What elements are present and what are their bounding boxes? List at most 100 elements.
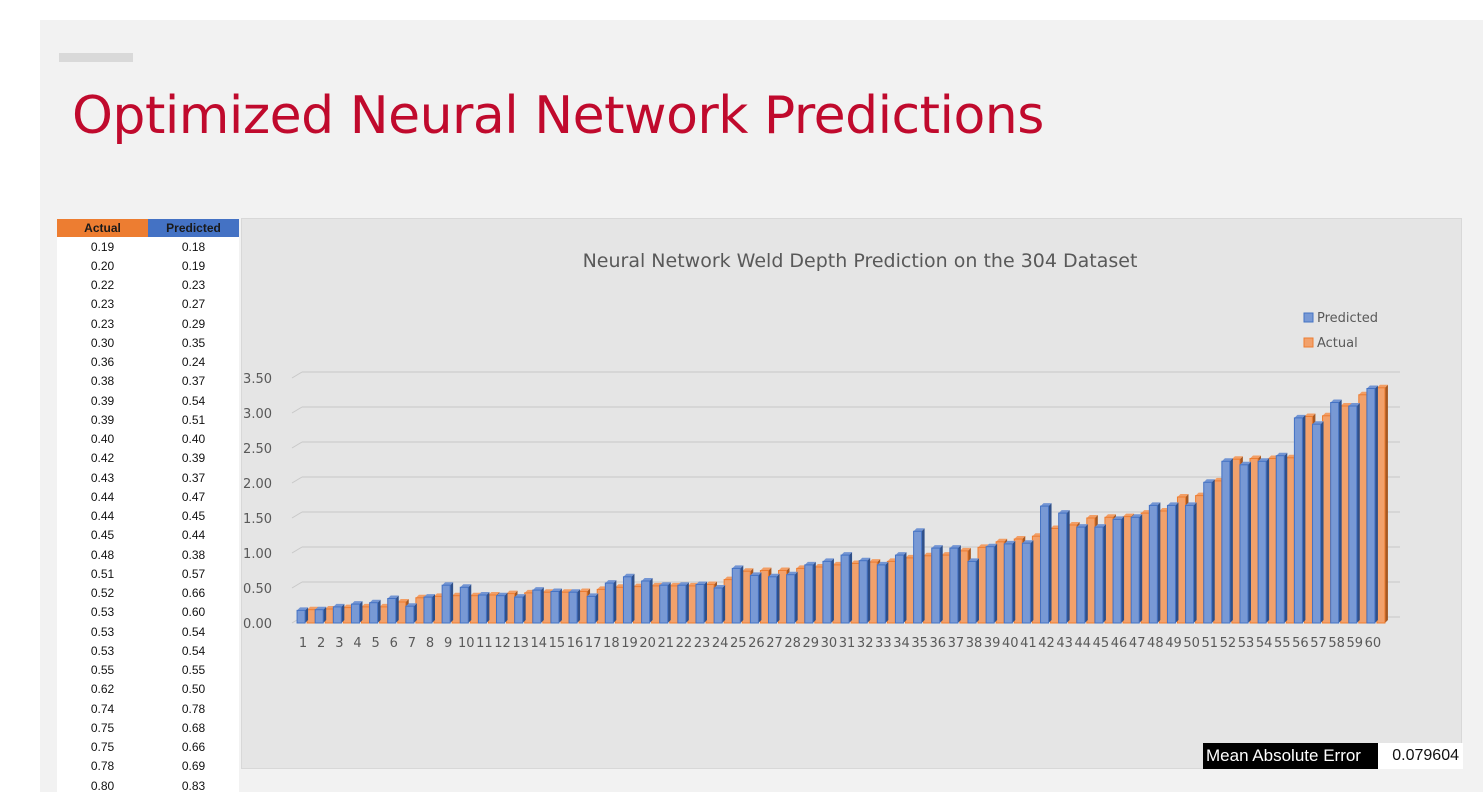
bar-actual-top: [742, 568, 754, 572]
bar-predicted: [1166, 504, 1176, 624]
x-tick-label: 12: [494, 636, 511, 651]
table-row: 0.55 0.55: [57, 661, 239, 680]
x-tick-label: 31: [839, 636, 856, 651]
bar-actual: [632, 586, 642, 624]
bar-actual-top: [1304, 413, 1316, 417]
table-row: 0.74 0.78: [57, 699, 239, 718]
bar-predicted-side: [1139, 514, 1143, 623]
bar-actual-side: [1384, 384, 1388, 623]
bar-actual: [560, 591, 570, 624]
x-tick-label: 13: [512, 636, 529, 651]
bar-predicted-side: [450, 582, 454, 623]
actual-cell: 0.42: [90, 451, 115, 466]
bar-predicted-top: [1149, 502, 1161, 506]
x-tick-label: 7: [408, 636, 416, 651]
y-tick-label: 0.00: [243, 617, 272, 632]
bar-actual-top: [397, 599, 409, 602]
table-row: 0.23 0.29: [57, 314, 239, 333]
bar-actual-top: [1231, 456, 1243, 460]
actual-cell: 0.75: [90, 740, 115, 755]
actual-cell: 0.62: [90, 682, 115, 697]
bar-actual-top: [560, 589, 572, 593]
bar-predicted: [423, 596, 433, 624]
bar-predicted-side: [1012, 540, 1016, 623]
bar-predicted-top: [641, 578, 653, 581]
table-row: 0.39 0.51: [57, 410, 239, 429]
actual-cell: 0.48: [90, 547, 115, 562]
bar-predicted-side: [1030, 540, 1034, 623]
bar-predicted: [913, 530, 923, 624]
bar-actual: [941, 554, 951, 624]
x-tick-label: 38: [966, 636, 983, 651]
bar-predicted: [894, 554, 904, 624]
bar-predicted: [1348, 405, 1358, 624]
bar-predicted-top: [786, 571, 798, 575]
bar-actual: [778, 570, 788, 624]
bar-actual: [705, 584, 715, 624]
bar-actual: [306, 609, 316, 624]
y-tick-label: 3.00: [243, 407, 272, 422]
bar-predicted-top: [750, 572, 762, 576]
chart-title: Neural Network Weld Depth Prediction on …: [583, 250, 1138, 272]
bar-predicted: [1040, 505, 1050, 624]
bar-predicted-top: [1366, 385, 1378, 389]
bar-predicted-top: [297, 607, 309, 611]
bar-predicted: [405, 605, 415, 624]
legend-swatch: [1303, 312, 1314, 323]
bar-predicted-side: [1048, 503, 1052, 623]
x-tick-label: 27: [766, 636, 783, 651]
bar-predicted-side: [577, 589, 581, 623]
actual-cell: 0.36: [90, 355, 115, 370]
bar-actual: [596, 588, 606, 624]
predicted-cell: 0.54: [181, 624, 206, 639]
bar-predicted-top: [532, 587, 544, 591]
legend-swatch: [1303, 337, 1314, 348]
x-tick-label: 47: [1129, 636, 1146, 651]
bar-predicted-top: [369, 599, 381, 603]
predicted-cell: 0.37: [181, 470, 206, 485]
bar-actual: [1050, 528, 1060, 624]
bar-predicted: [659, 584, 669, 624]
actual-cell: 0.51: [90, 566, 115, 581]
bar-actual: [1376, 387, 1386, 624]
x-tick-label: 5: [371, 636, 379, 651]
bar-actual-top: [1340, 403, 1352, 406]
x-tick-label: 45: [1093, 636, 1110, 651]
bar-predicted: [459, 586, 469, 624]
x-tick-label: 20: [639, 636, 656, 651]
table-row: 0.38 0.37: [57, 372, 239, 391]
bar-predicted: [550, 591, 560, 624]
bar-actual: [379, 606, 389, 624]
actual-cell: 0.23: [90, 316, 115, 331]
bar-predicted: [314, 609, 324, 624]
bar-predicted: [840, 554, 850, 624]
bar-actual: [578, 591, 588, 624]
bar-predicted-side: [305, 607, 309, 623]
bar-predicted-top: [913, 528, 925, 532]
table-row: 0.19 0.18: [57, 237, 239, 256]
bar-predicted: [441, 584, 451, 624]
chart-area[interactable]: Neural Network Weld Depth Prediction on …: [241, 218, 1462, 769]
bar-predicted-side: [939, 545, 943, 623]
bar-predicted-top: [732, 565, 744, 569]
table-row: 0.53 0.54: [57, 622, 239, 641]
table-row: 0.78 0.69: [57, 757, 239, 776]
bar-actual: [1176, 496, 1186, 624]
bar-predicted: [1221, 460, 1231, 624]
bar-predicted: [967, 560, 977, 624]
x-tick-label: 57: [1310, 636, 1327, 651]
x-tick-label: 49: [1165, 636, 1182, 651]
x-tick-label: 35: [911, 636, 928, 651]
bar-actual: [669, 585, 679, 624]
bar-predicted-side: [704, 581, 707, 623]
bar-predicted-top: [822, 558, 834, 562]
table-row: 0.42 0.39: [57, 449, 239, 468]
bar-predicted-top: [478, 592, 490, 595]
bar-predicted: [1058, 512, 1068, 624]
bar-actual-top: [1086, 515, 1098, 518]
table-row: 0.75 0.66: [57, 738, 239, 757]
bar-predicted-top: [1131, 514, 1143, 518]
bar-predicted-top: [859, 557, 871, 561]
x-tick-label: 46: [1111, 636, 1128, 651]
bar-actual: [1267, 458, 1277, 624]
